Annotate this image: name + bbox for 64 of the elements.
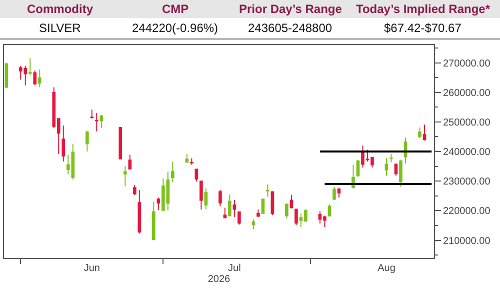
candlestick: [266, 184, 270, 198]
candlestick: [200, 180, 203, 210]
text: SILVER: [39, 21, 82, 35]
text: CMP: [162, 2, 189, 16]
candlestick: [285, 202, 288, 219]
y-tick-label: 270000.00: [443, 58, 491, 70]
y-tick-label: 250000.00: [443, 117, 491, 128]
y-tick-label: 240000.00: [443, 147, 491, 158]
x-tick-label: Jul: [228, 263, 241, 274]
candlestick: [418, 127, 422, 139]
candlestick: [252, 218, 256, 230]
text: 243605-248800: [248, 21, 332, 35]
candlestick: [256, 208, 260, 217]
candlestick: [190, 158, 194, 166]
candlestick: [185, 154, 189, 163]
candlestick: [294, 208, 298, 226]
x-axis-title: 2026: [208, 274, 231, 285]
candlestick: [94, 112, 98, 132]
candlestick: [223, 207, 227, 218]
text: Commodity: [27, 2, 94, 16]
candlestick: [85, 130, 89, 152]
candlestick: [62, 124, 66, 162]
candlestick: [204, 188, 208, 210]
candlestick: [390, 154, 393, 163]
candlestick: [28, 58, 32, 76]
candlestick: [128, 154, 132, 170]
candlestick: [422, 124, 426, 142]
candlestick: [228, 194, 232, 216]
candlestick: [33, 70, 37, 86]
y-tick-label: 260000.00: [443, 88, 491, 99]
candlestick: [118, 127, 122, 160]
y-tick-label: 230000.00: [443, 176, 491, 188]
candlestick: [394, 162, 398, 176]
candlestick: [171, 161, 174, 183]
candlestick: [194, 168, 198, 182]
candlestick: [138, 189, 142, 234]
candlestick: [328, 204, 332, 218]
candlestick: [38, 69, 42, 88]
candlestick: [156, 197, 160, 211]
candlestick: [337, 187, 341, 198]
y-tick-label: 210000.00: [443, 236, 491, 247]
text: Prior Day’s Range: [239, 2, 342, 16]
candlestick: [399, 159, 402, 188]
candlestick: [384, 158, 388, 176]
candlestick: [332, 186, 336, 201]
candlestick: [4, 62, 8, 88]
text: 244220(-0.96%): [132, 21, 218, 35]
text: Today’s Implied Range*: [356, 2, 490, 16]
candlestick: [133, 184, 136, 196]
candlestick: [90, 109, 94, 120]
candlestick: [100, 114, 104, 129]
text: $67.42-$70.67: [384, 21, 462, 35]
candlestick: [261, 198, 265, 214]
x-tick-label: Jun: [84, 263, 100, 274]
candlestick: [356, 159, 360, 178]
x-tick-label: Aug: [378, 263, 396, 274]
candlestick: [290, 194, 294, 209]
candlestick: [238, 211, 241, 226]
y-tick-label: 220000.00: [443, 206, 491, 218]
candlestick: [270, 191, 274, 216]
candlestick: [218, 189, 222, 207]
candlestick: [232, 200, 236, 218]
candlestick: [152, 201, 156, 240]
candlestick: [124, 165, 127, 187]
